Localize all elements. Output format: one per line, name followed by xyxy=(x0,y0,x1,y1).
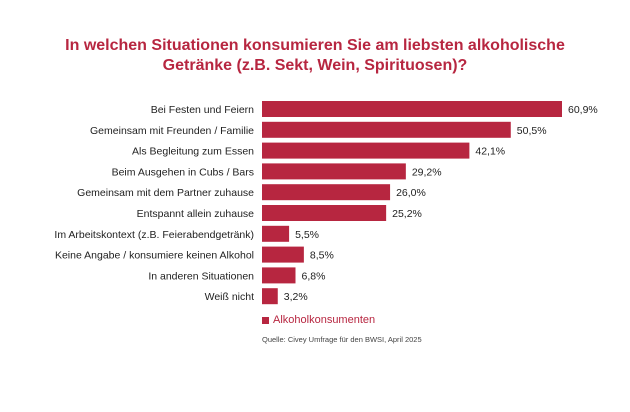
category-label-1: Gemeinsam mit Freunden / Familie xyxy=(90,125,254,137)
value-label-3: 29,2% xyxy=(412,166,442,178)
bar-6 xyxy=(262,225,290,242)
chart-title-line-2: Getränke (z.B. Sekt, Wein, Spirituosen)? xyxy=(162,57,468,74)
value-label-0: 60,9% xyxy=(568,104,598,116)
value-label-4: 26,0% xyxy=(396,187,426,199)
category-label-0: Bei Festen und Feiern xyxy=(151,104,254,116)
legend: Alkoholkonsumenten xyxy=(262,314,375,326)
value-label-9: 3,2% xyxy=(284,291,308,303)
category-label-9: Weiß nicht xyxy=(205,291,254,303)
bar-4 xyxy=(262,184,391,201)
value-label-1: 50,5% xyxy=(517,125,547,137)
category-label-4: Gemeinsam mit dem Partner zuhause xyxy=(77,187,254,199)
category-label-5: Entspannt allein zuhause xyxy=(137,208,254,220)
bar-9 xyxy=(262,288,278,305)
bar-8 xyxy=(262,267,296,284)
category-label-8: In anderen Situationen xyxy=(148,270,254,282)
chart-title: In welchen Situationen konsumieren Sie a… xyxy=(0,36,630,76)
value-label-5: 25,2% xyxy=(392,208,422,220)
value-label-6: 5,5% xyxy=(295,229,319,241)
value-label-2: 42,1% xyxy=(475,146,505,158)
bar-7 xyxy=(262,246,304,263)
source-note: Quelle: Civey Umfrage für den BWSI, Apri… xyxy=(262,335,422,344)
chart-title-line-1: In welchen Situationen konsumieren Sie a… xyxy=(65,37,565,54)
value-label-7: 8,5% xyxy=(310,250,334,262)
legend-label: Alkoholkonsumenten xyxy=(273,314,376,326)
category-label-6: Im Arbeitskontext (z.B. Feierabendgeträn… xyxy=(54,229,254,241)
category-label-2: Als Begleitung zum Essen xyxy=(132,146,254,158)
bar-5 xyxy=(262,205,387,221)
bar-2 xyxy=(262,142,470,159)
value-label-8: 6,8% xyxy=(301,270,325,282)
category-label-3: Beim Ausgehen in Cubs / Bars xyxy=(112,166,254,178)
bar-1 xyxy=(262,121,511,138)
bar-0 xyxy=(262,101,562,117)
bar-3 xyxy=(262,163,406,180)
legend-swatch xyxy=(262,316,269,324)
category-label-7: Keine Angabe / konsumiere keinen Alkohol xyxy=(55,250,254,262)
